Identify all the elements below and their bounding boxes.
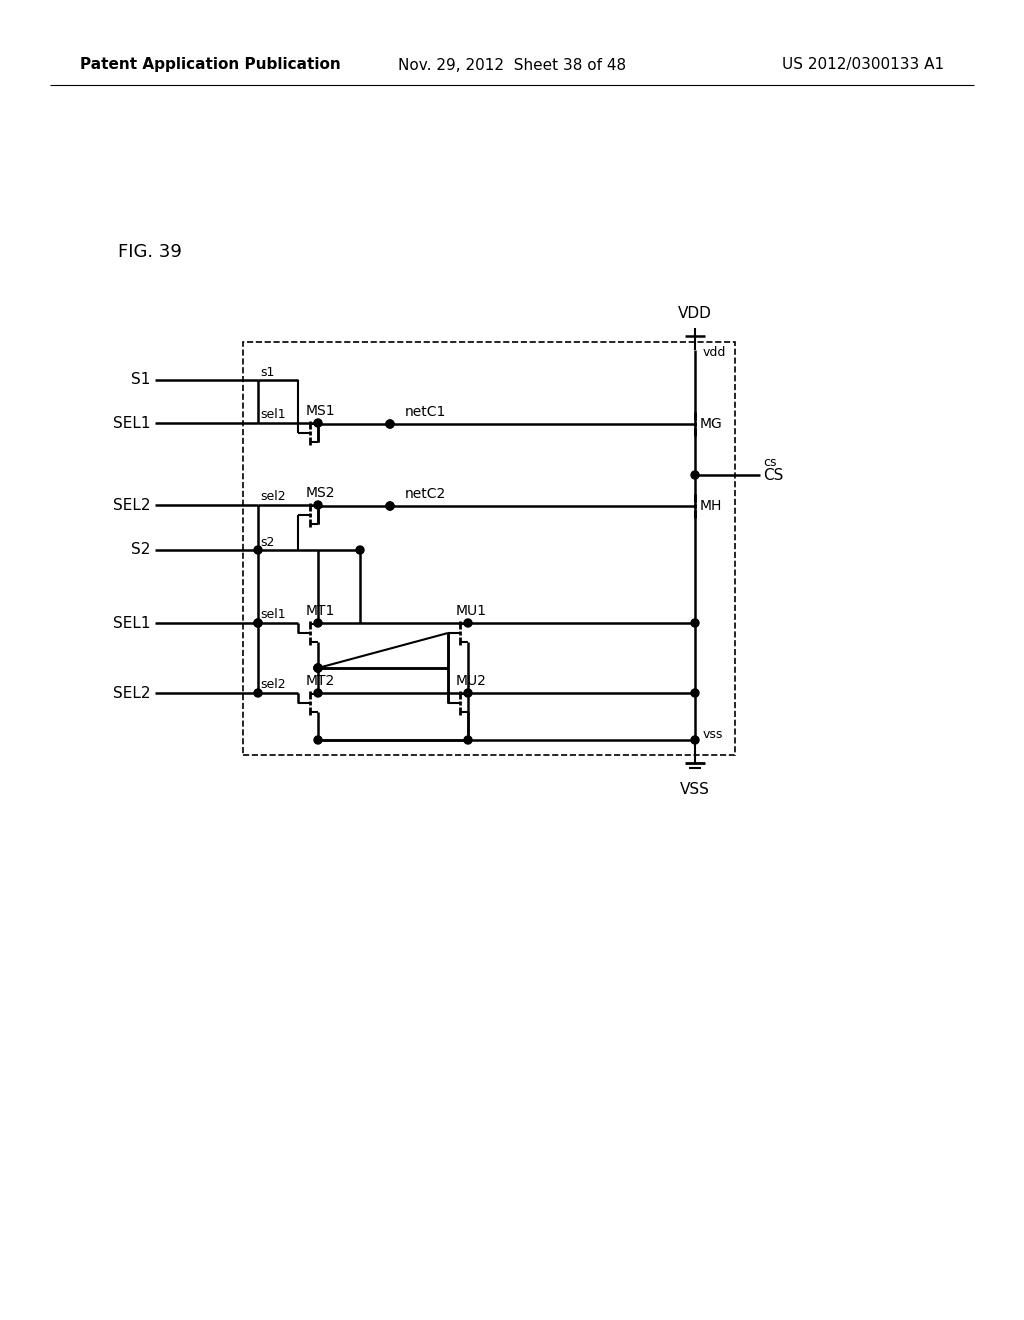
Circle shape [314,689,322,697]
Text: MU1: MU1 [456,605,487,618]
Text: VSS: VSS [680,783,710,797]
Circle shape [691,737,699,744]
Text: US 2012/0300133 A1: US 2012/0300133 A1 [782,58,944,73]
Text: S1: S1 [131,372,150,388]
Text: MG: MG [700,417,723,432]
Circle shape [314,502,322,510]
Circle shape [314,664,322,672]
Text: CS: CS [763,467,783,483]
Text: S2: S2 [131,543,150,557]
Bar [243,342,735,755]
Text: MS1: MS1 [306,404,336,418]
Text: MT1: MT1 [306,605,336,618]
Circle shape [314,418,322,426]
Circle shape [314,664,322,672]
Circle shape [254,619,262,627]
Text: FIG. 39: FIG. 39 [118,243,182,261]
Text: SEL1: SEL1 [113,416,150,430]
Text: s2: s2 [260,536,274,549]
Text: MS2: MS2 [306,486,336,500]
Circle shape [254,689,262,697]
Text: netC1: netC1 [406,405,446,418]
Circle shape [464,737,472,744]
Text: vss: vss [703,729,723,742]
Text: VDD: VDD [678,306,712,322]
Text: sel1: sel1 [260,408,286,421]
Circle shape [386,502,394,510]
Circle shape [464,619,472,627]
Circle shape [386,502,394,510]
Text: sel2: sel2 [260,491,286,503]
Circle shape [254,619,262,627]
Circle shape [386,420,394,428]
Text: MT2: MT2 [306,675,335,688]
Circle shape [356,546,364,554]
Circle shape [314,737,322,744]
Text: netC2: netC2 [406,487,446,502]
Text: s1: s1 [260,366,274,379]
Circle shape [691,471,699,479]
Text: sel2: sel2 [260,678,286,692]
Text: cs: cs [763,457,776,470]
Text: vdd: vdd [703,346,726,359]
Text: Patent Application Publication: Patent Application Publication [80,58,341,73]
Text: Nov. 29, 2012  Sheet 38 of 48: Nov. 29, 2012 Sheet 38 of 48 [398,58,626,73]
Circle shape [314,664,322,672]
Circle shape [691,689,699,697]
Text: SEL2: SEL2 [113,685,150,701]
Circle shape [386,420,394,428]
Text: MU2: MU2 [456,675,486,688]
Circle shape [464,689,472,697]
Text: SEL2: SEL2 [113,498,150,512]
Circle shape [691,619,699,627]
Text: SEL1: SEL1 [113,615,150,631]
Circle shape [254,546,262,554]
Text: MH: MH [700,499,722,513]
Circle shape [314,619,322,627]
Text: sel1: sel1 [260,609,286,622]
